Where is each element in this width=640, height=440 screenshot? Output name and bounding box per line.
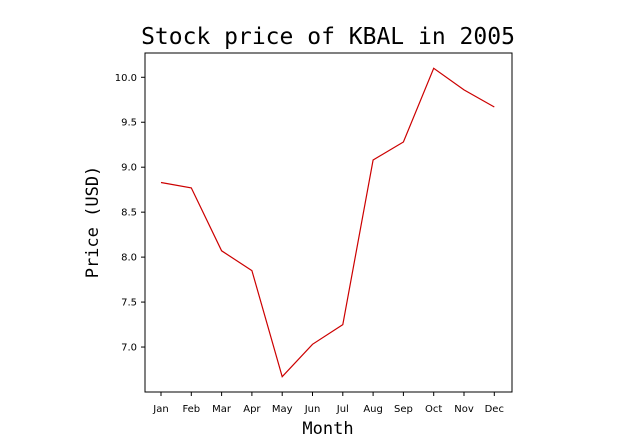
y-axis-label: Price (USD) (83, 166, 103, 279)
x-axis: Jan Feb Mar Apr May Jun Jul Aug Sep Oct Nov Dec (152, 392, 504, 415)
x-tick-label: Apr (243, 404, 261, 415)
chart-title: Stock price of KBAL in 2005 (141, 24, 515, 50)
x-tick-label: May (272, 404, 293, 415)
series-group (160, 67, 495, 378)
x-tick-label: Oct (425, 404, 442, 415)
x-tick-label: Dec (485, 404, 504, 415)
y-tick-label: 8.0 (121, 253, 137, 264)
x-tick-label: Nov (454, 404, 474, 415)
x-tick-label: Aug (363, 404, 383, 415)
y-tick-label: 10.0 (115, 73, 137, 84)
y-tick-label: 7.5 (121, 298, 137, 309)
x-tick-label: Jul (336, 404, 349, 415)
y-tick-label: 9.5 (121, 118, 137, 129)
x-tick-label: Jun (304, 404, 321, 415)
x-tick-label: Mar (212, 404, 232, 415)
x-tick-label: Feb (182, 404, 200, 415)
y-tick-label: 7.0 (121, 343, 137, 354)
x-tick-label: Jan (152, 404, 168, 415)
y-tick-label: 9.0 (121, 163, 137, 174)
y-axis: 7.0 7.5 8.0 8.5 9.0 9.5 10.0 (115, 73, 145, 354)
x-tick-label: Sep (394, 404, 413, 415)
series-line (160, 67, 495, 378)
plot-area (144, 52, 513, 393)
x-axis-label: Month (302, 419, 353, 439)
y-tick-label: 8.5 (121, 208, 137, 219)
